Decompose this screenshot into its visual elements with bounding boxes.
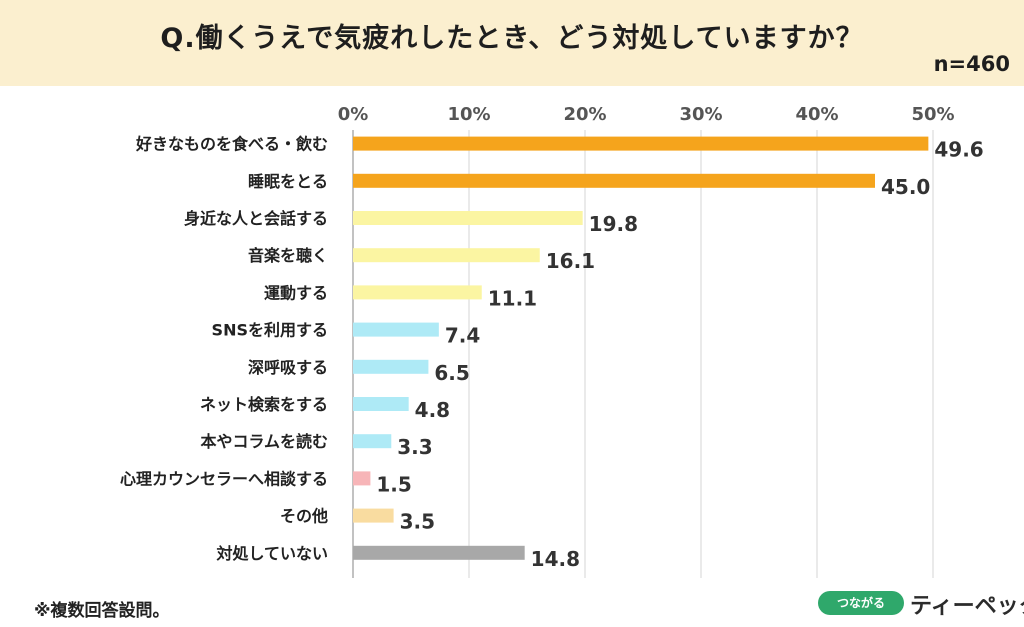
x-tick-label: 20%	[563, 104, 606, 125]
value-label: 4.8	[415, 398, 450, 422]
bar-chart: 0% 10% 20% 30% 40% 50% 好きなものを食べる・飲む 49.6 睡眠をとる 45…	[120, 104, 984, 578]
bar	[353, 173, 875, 188]
bar	[353, 434, 392, 449]
sample-size-label: n=460	[933, 52, 1010, 76]
value-label: 3.3	[397, 435, 432, 459]
header-band: Q.働くうえで気疲れしたとき、どう対処していますか？ n=460	[0, 0, 1024, 86]
category-label: 睡眠をとる	[248, 172, 328, 191]
category-label: 対処していない	[215, 544, 328, 563]
category-label: 身近な人と会話する	[184, 209, 328, 228]
logo-text: ティーペック	[910, 594, 1024, 619]
value-label: 1.5	[376, 472, 411, 496]
bar	[353, 359, 429, 374]
category-label: 運動する	[264, 283, 328, 302]
category-label: 音楽を聴く	[248, 246, 328, 265]
x-tick-label: 30%	[679, 104, 722, 125]
category-label: 好きなものを食べる・飲む	[135, 135, 328, 154]
bar	[353, 322, 439, 337]
chart-title: Q.働くうえで気疲れしたとき、どう対処していますか？	[160, 23, 864, 54]
bar	[353, 545, 525, 560]
category-label: 本やコラムを読む	[200, 432, 328, 451]
category-label: 深呼吸する	[248, 358, 328, 377]
value-label: 49.6	[934, 138, 983, 162]
value-label: 6.5	[434, 361, 469, 385]
category-label: 心理カウンセラーへ相談する	[120, 469, 328, 488]
x-tick-label: 50%	[911, 104, 954, 125]
bar	[353, 248, 540, 263]
footnote: ※複数回答設問。	[34, 601, 170, 621]
bar	[353, 397, 409, 411]
bar	[353, 285, 482, 300]
bar	[353, 471, 371, 486]
x-tick-label: 0%	[338, 104, 369, 125]
value-label: 45.0	[881, 175, 930, 199]
category-label: SNSを利用する	[212, 321, 328, 340]
category-label: その他	[280, 507, 328, 526]
logo-badge: つながる	[818, 591, 904, 615]
value-label: 19.8	[589, 212, 638, 236]
category-label: ネット検索をする	[200, 395, 328, 414]
value-label: 7.4	[445, 324, 480, 348]
value-label: 14.8	[531, 547, 580, 571]
value-label: 16.1	[546, 249, 595, 273]
bar	[353, 508, 394, 523]
value-label: 11.1	[488, 286, 537, 310]
x-tick-label: 40%	[795, 104, 838, 125]
x-tick-label: 10%	[447, 104, 490, 125]
bar	[353, 136, 929, 151]
value-label: 3.5	[400, 510, 435, 534]
bar	[353, 211, 583, 225]
